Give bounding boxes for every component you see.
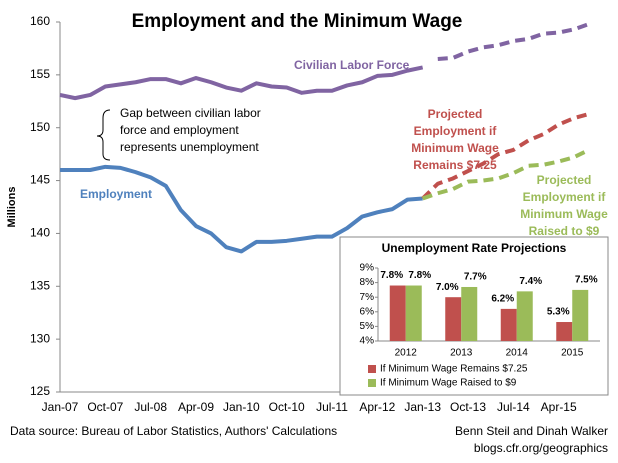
y-axis-label: Millions bbox=[6, 187, 18, 228]
bar bbox=[500, 308, 517, 341]
x-tick-label: Apr-09 bbox=[178, 400, 214, 414]
credit: Benn Steil and Dinah Walker blogs.cfr.org… bbox=[455, 423, 608, 457]
x-tick-label: Apr-15 bbox=[541, 400, 577, 414]
y-tick-label: 8% bbox=[360, 277, 375, 288]
y-tick-label: 155 bbox=[30, 67, 50, 81]
bar bbox=[405, 285, 422, 341]
bar bbox=[516, 291, 533, 341]
y-tick-label: 135 bbox=[30, 278, 50, 292]
x-tick-label: 2014 bbox=[506, 348, 529, 359]
y-tick-label: 9% bbox=[360, 263, 375, 274]
y-tick-label: 125 bbox=[30, 384, 50, 398]
value-label: 7.0% bbox=[436, 282, 459, 293]
series-line bbox=[437, 22, 590, 61]
value-label: 7.8% bbox=[380, 270, 403, 281]
y-tick-label: 7% bbox=[360, 292, 375, 303]
y-tick-label: 160 bbox=[30, 14, 50, 28]
bar bbox=[572, 289, 589, 341]
series-line bbox=[59, 65, 424, 101]
x-tick-label: Jan-13 bbox=[404, 400, 441, 414]
y-tick-label: 145 bbox=[30, 173, 50, 187]
credit-line: Benn Steil and Dinah Walker bbox=[455, 424, 608, 438]
bar bbox=[556, 322, 573, 341]
series-line bbox=[421, 112, 590, 200]
legend-label: If Minimum Wage Raised to $9 bbox=[380, 378, 517, 389]
bar bbox=[445, 297, 462, 341]
bar bbox=[389, 285, 406, 341]
x-tick-label: Oct-07 bbox=[87, 400, 123, 414]
bar bbox=[461, 286, 478, 341]
x-tick-label: Jul-08 bbox=[134, 400, 167, 414]
y-tick-label: 130 bbox=[30, 331, 50, 345]
credit-line: blogs.cfr.org/geographics bbox=[473, 441, 608, 455]
series-label: Civilian Labor Force bbox=[294, 58, 410, 72]
x-tick-label: Jul-11 bbox=[316, 400, 348, 414]
bracket bbox=[96, 109, 111, 161]
series-line bbox=[422, 148, 590, 201]
legend-swatch bbox=[368, 365, 376, 373]
x-tick-label: Oct-13 bbox=[450, 400, 486, 414]
inset-title: Unemployment Rate Projections bbox=[382, 241, 567, 255]
x-tick-label: Jan-07 bbox=[42, 400, 79, 414]
y-tick-label: 140 bbox=[30, 226, 50, 240]
annotation: Gap between civilian labor force and emp… bbox=[120, 106, 261, 154]
series-line bbox=[60, 164, 423, 254]
chart-title: Employment and the Minimum Wage bbox=[132, 11, 463, 32]
series-label: Projected Employment if Minimum Wage Rem… bbox=[411, 107, 499, 172]
x-tick-label: Apr-12 bbox=[359, 400, 395, 414]
x-tick-label: Jan-10 bbox=[223, 400, 260, 414]
x-tick-label: 2013 bbox=[450, 348, 473, 359]
series-label: Employment bbox=[80, 187, 153, 201]
inset-plot: 4% 5% 6% 7% 8% 9% 2012 7.8% 7.8% 2013 7.0% 7.7% 2014… bbox=[360, 263, 600, 389]
value-label: 7.5% bbox=[575, 275, 598, 286]
y-tick-label: 4% bbox=[360, 336, 375, 347]
x-tick-label: Oct-10 bbox=[269, 400, 305, 414]
value-label: 5.3% bbox=[547, 307, 570, 318]
y-tick-label: 6% bbox=[360, 306, 375, 317]
value-label: 7.7% bbox=[464, 272, 487, 283]
value-label: 7.8% bbox=[408, 270, 431, 281]
y-tick-label: 150 bbox=[30, 120, 50, 134]
x-tick-label: 2015 bbox=[561, 348, 584, 359]
y-tick-label: 5% bbox=[360, 321, 375, 332]
x-tick-label: 2012 bbox=[395, 348, 418, 359]
x-tick-label: Jul-14 bbox=[497, 400, 530, 414]
value-label: 6.2% bbox=[491, 294, 514, 305]
source: Data source: Bureau of Labor Statistics,… bbox=[10, 424, 338, 438]
value-label: 7.4% bbox=[519, 276, 542, 287]
legend-label: If Minimum Wage Remains $7.25 bbox=[380, 364, 528, 375]
legend-swatch bbox=[368, 379, 376, 387]
series-label: Projected Employment if Minimum Wage Rai… bbox=[520, 173, 608, 238]
main-plot: 125 130 135 140 145 150 155 160 Jan-07 Oct-07 Jul-… bbox=[30, 14, 590, 414]
